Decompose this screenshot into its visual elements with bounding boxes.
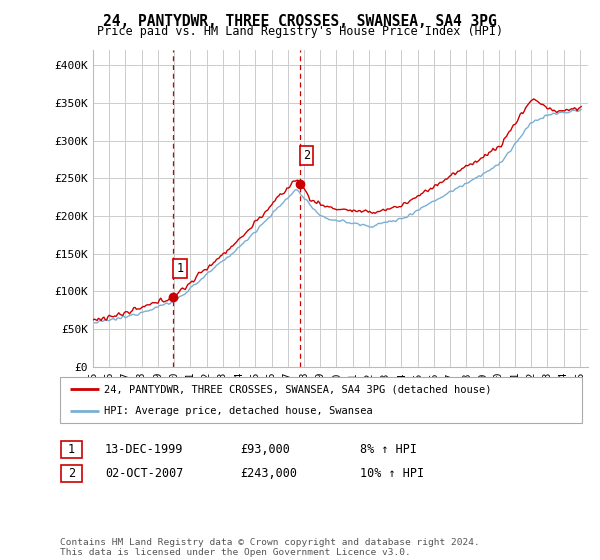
Text: HPI: Average price, detached house, Swansea: HPI: Average price, detached house, Swan… xyxy=(104,407,373,416)
Text: 13-DEC-1999: 13-DEC-1999 xyxy=(105,442,184,456)
Text: 2: 2 xyxy=(68,466,75,480)
Text: 1: 1 xyxy=(176,262,184,274)
Text: Contains HM Land Registry data © Crown copyright and database right 2024.
This d: Contains HM Land Registry data © Crown c… xyxy=(60,538,480,557)
Text: 8% ↑ HPI: 8% ↑ HPI xyxy=(360,442,417,456)
Text: 1: 1 xyxy=(68,442,75,456)
FancyBboxPatch shape xyxy=(61,465,82,482)
Text: 10% ↑ HPI: 10% ↑ HPI xyxy=(360,466,424,480)
Text: 24, PANTYDWR, THREE CROSSES, SWANSEA, SA4 3PG: 24, PANTYDWR, THREE CROSSES, SWANSEA, SA… xyxy=(103,14,497,29)
Text: 2: 2 xyxy=(303,148,310,162)
FancyBboxPatch shape xyxy=(61,441,82,458)
Text: Price paid vs. HM Land Registry's House Price Index (HPI): Price paid vs. HM Land Registry's House … xyxy=(97,25,503,38)
Text: £93,000: £93,000 xyxy=(240,442,290,456)
Text: £243,000: £243,000 xyxy=(240,466,297,480)
Text: 24, PANTYDWR, THREE CROSSES, SWANSEA, SA4 3PG (detached house): 24, PANTYDWR, THREE CROSSES, SWANSEA, SA… xyxy=(104,384,492,394)
FancyBboxPatch shape xyxy=(60,377,582,423)
Text: 02-OCT-2007: 02-OCT-2007 xyxy=(105,466,184,480)
